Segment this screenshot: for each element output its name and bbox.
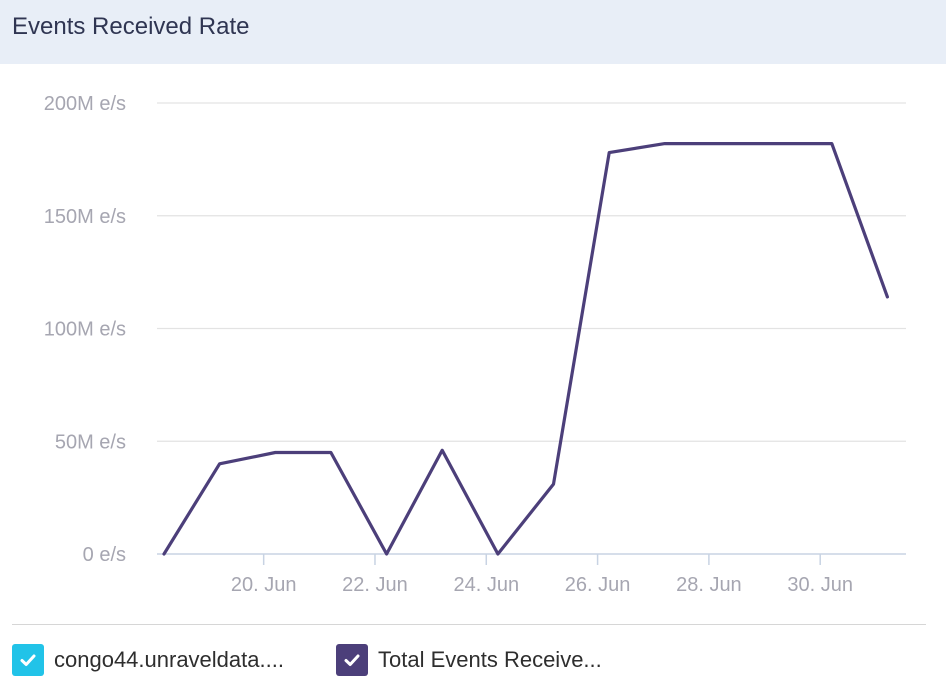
x-tick-label-5: 30. Jun <box>787 574 853 596</box>
check-icon <box>20 654 36 666</box>
x-tick-label-0: 20. Jun <box>231 574 297 596</box>
y-tick-label-2: 100M e/s <box>44 319 126 341</box>
x-tick-label-3: 26. Jun <box>565 574 631 596</box>
legend-label-congo44: congo44.unraveldata.... <box>54 647 284 672</box>
legend-checkbox-congo44[interactable] <box>12 644 44 676</box>
legend-label-total-events: Total Events Receive... <box>378 647 602 672</box>
chart-header: Events Received Rate <box>0 0 946 64</box>
x-tick-label-2: 24. Jun <box>453 574 519 596</box>
y-tick-label-4: 200M e/s <box>44 93 126 115</box>
x-tick-label-1: 22. Jun <box>342 574 408 596</box>
series-line-0 <box>162 141 890 556</box>
check-icon <box>344 654 360 666</box>
legend-checkbox-total-events[interactable] <box>336 644 368 676</box>
legend-item-total-events[interactable]: Total Events Receive... <box>336 644 602 676</box>
y-tick-label-0: 0 e/s <box>83 544 126 566</box>
y-tick-label-1: 50M e/s <box>55 431 126 453</box>
x-tick-label-4: 28. Jun <box>676 574 742 596</box>
chart-title: Events Received Rate <box>12 13 250 40</box>
y-tick-label-3: 150M e/s <box>44 206 126 228</box>
legend-divider <box>12 624 926 625</box>
line-chart: 0 e/s 50M e/s 100M e/s 150M e/s 200M e/s 20. … <box>44 93 906 596</box>
legend-item-congo44[interactable]: congo44.unraveldata.... <box>12 644 284 676</box>
